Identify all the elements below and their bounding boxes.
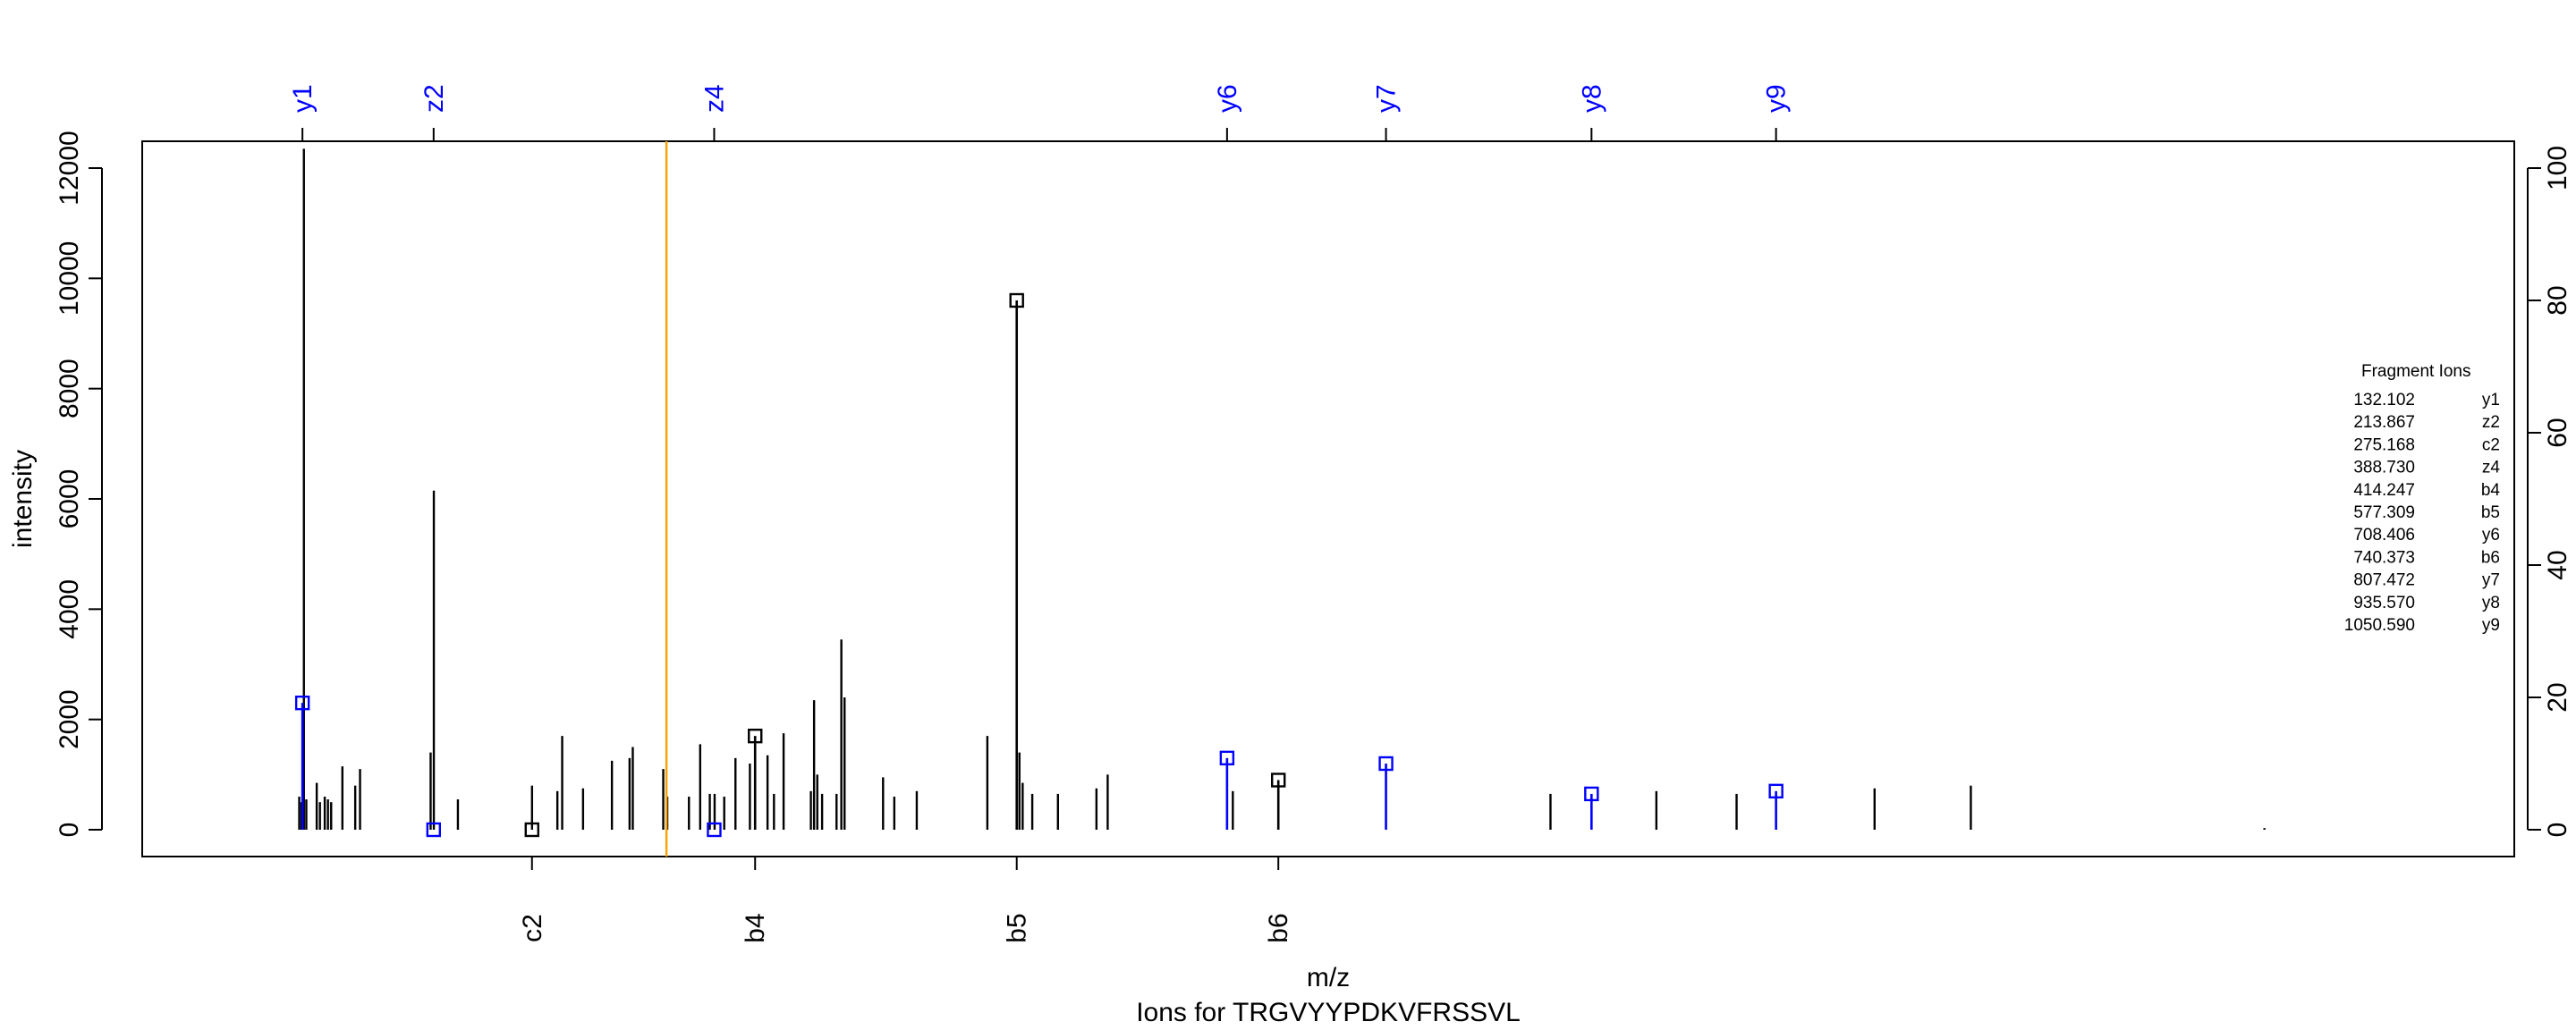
legend-mz: 577.309 (2353, 503, 2415, 522)
left-tick-label: 0 (55, 823, 84, 838)
bottom-ion-label: b6 (1264, 913, 1293, 942)
legend-ion: y7 (2482, 571, 2500, 590)
top-ion-label: z4 (699, 84, 729, 113)
left-y-axis: 0 2000 4000 6000 8000 10000 12000 (55, 131, 103, 838)
fragment-marker (524, 822, 539, 838)
top-ion-label: y8 (1577, 84, 1606, 113)
bottom-ion-label: b5 (1003, 913, 1032, 942)
fragment-marker (1584, 786, 1599, 802)
legend-ion: z4 (2482, 459, 2501, 477)
left-tick-label: 10000 (55, 241, 84, 316)
right-tick-label: 60 (2543, 418, 2572, 447)
legend-mz: 275.168 (2353, 435, 2415, 454)
legend-mz: 935.570 (2353, 594, 2415, 612)
peak-series (298, 148, 2266, 830)
legend-mz: 807.472 (2353, 571, 2415, 590)
right-tick-label: 80 (2543, 285, 2572, 315)
left-tick-label: 8000 (55, 359, 84, 418)
top-ion-label: y1 (288, 84, 318, 113)
right-tick-label: 0 (2543, 823, 2572, 838)
top-ion-label: y7 (1372, 84, 1402, 113)
chart-title: Ions for TRGVYYPDKVFRSSVL (1136, 998, 1521, 1027)
fragment-marker (1271, 772, 1286, 788)
legend-mz: 213.867 (2353, 413, 2415, 432)
legend-ion: b4 (2481, 481, 2501, 500)
legend-ion: y6 (2482, 526, 2500, 545)
fragment-marker (748, 728, 763, 744)
fragment-marker (294, 695, 310, 711)
bottom-ion-axis: c2 b4 b5 b6 (518, 857, 1293, 943)
legend-ion: y8 (2482, 594, 2500, 612)
top-ion-label: y6 (1213, 84, 1242, 113)
fragment-marker (1768, 783, 1784, 799)
top-ion-label: z2 (419, 84, 449, 113)
fragment-marker (1378, 756, 1394, 772)
legend-mz: 388.730 (2353, 459, 2415, 477)
legend-mz: 132.102 (2353, 391, 2415, 409)
legend-ion: b5 (2481, 503, 2500, 522)
plot-frame (141, 140, 2515, 857)
fragment-ion-legend: Fragment Ions 132.102 y1 213.867 z2 275.168 c… (2344, 362, 2501, 635)
left-tick-label: 12000 (55, 131, 84, 205)
right-y-axis: 0 20 40 60 80 100 (2527, 146, 2572, 838)
fragment-marker (1219, 750, 1235, 766)
fragment-marker (707, 822, 722, 838)
fragment-marker (426, 822, 442, 838)
legend-mz: 740.373 (2353, 548, 2415, 567)
bottom-ion-label: c2 (518, 914, 547, 942)
y-axis-title: intensity (8, 450, 38, 548)
left-tick-label: 4000 (55, 579, 84, 639)
legend-title: Fragment Ions (2361, 362, 2471, 381)
legend-ion: z2 (2482, 413, 2500, 432)
right-tick-label: 40 (2543, 550, 2572, 579)
x-axis-title: m/z (1307, 963, 1350, 992)
top-ion-label: y9 (1762, 84, 1792, 113)
legend-ion: y9 (2482, 616, 2500, 635)
legend-ion: c2 (2482, 435, 2500, 454)
left-tick-label: 2000 (55, 689, 84, 749)
legend-mz: 1050.590 (2344, 616, 2415, 635)
left-tick-label: 6000 (55, 469, 84, 529)
legend-mz: 708.406 (2353, 526, 2415, 545)
legend-ion: b6 (2481, 548, 2500, 567)
legend-mz: 414.247 (2353, 481, 2415, 500)
bottom-ion-label: b4 (741, 913, 770, 942)
legend-ion: y1 (2482, 391, 2500, 409)
top-ion-axis: y1 z2 z4 y6 y7 y8 y9 (288, 84, 1792, 142)
right-tick-label: 20 (2543, 682, 2572, 712)
annotated-peaks (294, 292, 1784, 838)
fragment-marker (1009, 292, 1024, 308)
right-tick-label: 100 (2543, 146, 2572, 190)
